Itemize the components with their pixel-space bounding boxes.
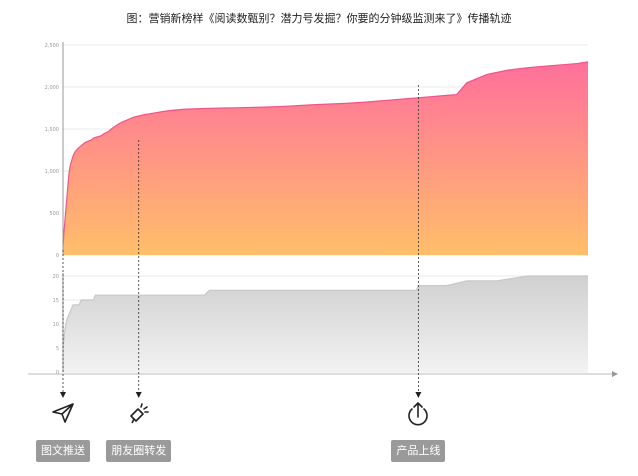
event-label-text-push: 图文推送	[36, 440, 90, 462]
y-tick-label: 20	[53, 274, 59, 280]
event-label-moments-share: 朋友圈转发	[106, 440, 172, 462]
y-tick-label: 15	[53, 298, 59, 304]
y-tick-label: 0	[56, 253, 59, 259]
series-area-lower	[63, 276, 588, 372]
series-line-lower	[62, 275, 588, 349]
series-area-upper	[63, 61, 588, 255]
event-marker-arrow	[135, 392, 142, 398]
upload-icon	[408, 402, 429, 426]
y-tick-label: 2,500	[45, 43, 59, 49]
event-marker-arrow	[415, 392, 422, 398]
megaphone-icon	[129, 403, 149, 424]
y-tick-label: 1,000	[45, 169, 59, 175]
paper-plane-icon	[52, 403, 74, 423]
x-axis-arrow	[612, 371, 618, 377]
series-line-upper	[62, 61, 589, 247]
event-label-product-launch: 产品上线	[391, 440, 446, 462]
y-tick-label: 10	[53, 322, 59, 328]
y-tick-label: 0	[56, 370, 59, 376]
y-tick-label: 5	[56, 346, 59, 352]
y-tick-label: 2,000	[45, 85, 59, 91]
y-tick-label: 1,500	[45, 127, 59, 133]
event-marker-arrow	[60, 392, 66, 398]
y-tick-label: 500	[49, 211, 59, 217]
chart-title: 图：营销新榜样《阅读数甄别？潜力号发掘？你要的分钟级监测来了》传播轨迹	[126, 12, 512, 25]
